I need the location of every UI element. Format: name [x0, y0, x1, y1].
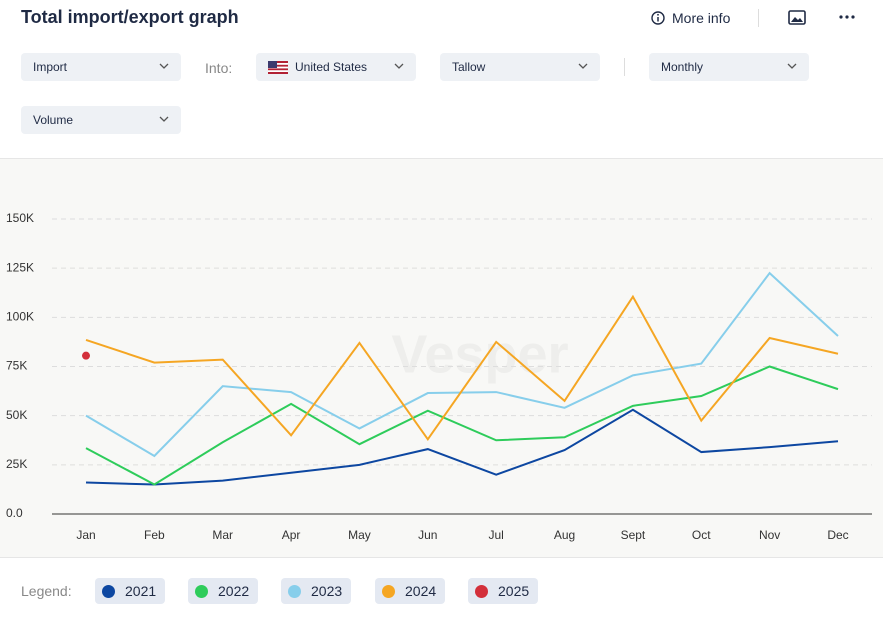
- dropdown-label: Volume: [33, 113, 74, 127]
- legend-title: Legend:: [21, 583, 72, 599]
- legend-label: 2022: [218, 583, 250, 599]
- x-tick-label: Jul: [489, 528, 504, 542]
- chevron: [159, 116, 169, 122]
- watermark: Vesper: [391, 324, 568, 384]
- more-info-label: More info: [672, 10, 731, 26]
- legend-swatch: [288, 584, 301, 598]
- x-tick-label: Dec: [827, 528, 848, 542]
- y-tick-label: 0.0: [6, 506, 23, 520]
- menu-button[interactable]: [838, 14, 856, 20]
- more-info-button[interactable]: More info: [651, 10, 730, 26]
- x-tick-label: Oct: [692, 528, 711, 542]
- x-tick-label: Apr: [282, 528, 301, 542]
- separator: [624, 58, 625, 76]
- legend-label: 2021: [125, 583, 157, 599]
- chevron: [578, 63, 588, 69]
- series-line: [85, 408, 839, 486]
- legend-item[interactable]: 2022: [188, 578, 258, 604]
- x-tick-label: Aug: [554, 528, 575, 542]
- widget-title: Total import/export graph: [21, 7, 239, 27]
- x-tick-label: Jan: [76, 528, 95, 542]
- chart-background: [0, 158, 883, 558]
- legend-label: 2024: [405, 583, 437, 599]
- legend-swatch: [382, 584, 395, 598]
- measure-dropdown[interactable]: Volume: [21, 106, 181, 134]
- y-tick-label: 25K: [6, 457, 27, 471]
- dropdown-label: Tallow: [452, 60, 486, 74]
- legend-item[interactable]: 2024: [375, 578, 445, 604]
- series-line: [85, 271, 839, 458]
- data-point: [82, 351, 90, 360]
- product-dropdown[interactable]: Tallow: [440, 53, 600, 81]
- into-label: Into:: [205, 60, 233, 76]
- chevron: [394, 63, 404, 69]
- x-tick-label: Feb: [144, 528, 165, 542]
- dropdown-label: United States: [295, 60, 368, 74]
- legend-swatch: [475, 584, 488, 598]
- chart: Vesper 0.0 25K 50K 75K 100K 125K 150K Jan Feb Mar…: [0, 158, 883, 558]
- info-icon: [651, 11, 665, 25]
- legend-item[interactable]: 2021: [95, 578, 165, 604]
- x-tick-label: Nov: [759, 528, 780, 542]
- series-line: [85, 294, 839, 442]
- y-tick-label: 125K: [6, 260, 34, 274]
- legend-swatch: [102, 584, 115, 598]
- separator: [758, 9, 759, 27]
- flag-icon: [268, 60, 288, 74]
- legend-label: 2023: [311, 583, 343, 599]
- x-tick-label: Jun: [418, 528, 437, 542]
- flow-dropdown[interactable]: Import: [21, 53, 181, 81]
- series-line: [85, 365, 839, 486]
- y-tick-label: 75K: [6, 359, 27, 373]
- legend-item[interactable]: 2023: [281, 578, 351, 604]
- chevron: [159, 63, 169, 69]
- y-tick-label: 50K: [6, 408, 27, 422]
- save-image-button[interactable]: [788, 9, 806, 25]
- x-tick-label: Mar: [212, 528, 233, 542]
- x-tick-label: Sept: [621, 528, 646, 542]
- chevron: [787, 63, 797, 69]
- legend-label: 2025: [498, 583, 530, 599]
- frequency-dropdown[interactable]: Monthly: [649, 53, 809, 81]
- y-tick-label: 150K: [6, 211, 34, 225]
- legend-item[interactable]: 2025: [468, 578, 538, 604]
- x-tick-label: May: [348, 528, 371, 542]
- y-tick-label: 100K: [6, 310, 34, 324]
- dropdown-label: Import: [33, 60, 68, 74]
- country-dropdown[interactable]: United States: [256, 53, 416, 81]
- legend-swatch: [195, 584, 208, 598]
- dropdown-label: Monthly: [661, 60, 704, 74]
